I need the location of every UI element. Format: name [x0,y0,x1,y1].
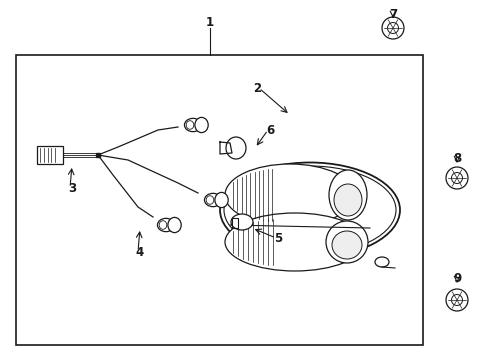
Ellipse shape [328,170,366,220]
Ellipse shape [224,213,364,271]
Bar [16,55,422,345]
Text: 6: 6 [265,123,274,136]
Text: 3: 3 [68,181,76,194]
Ellipse shape [159,221,166,229]
Text: 7: 7 [388,8,396,21]
Ellipse shape [374,257,388,267]
Ellipse shape [386,23,398,33]
Text: 8: 8 [452,152,460,165]
Text: 9: 9 [452,271,460,284]
Ellipse shape [230,214,252,230]
Ellipse shape [195,117,208,132]
Ellipse shape [445,167,467,189]
Ellipse shape [333,184,361,216]
Ellipse shape [225,137,245,159]
Ellipse shape [184,118,201,132]
Text: 5: 5 [273,231,282,244]
Text: 4: 4 [136,246,144,258]
Text: 1: 1 [205,15,214,28]
Ellipse shape [325,221,367,263]
Ellipse shape [224,164,354,226]
Ellipse shape [214,192,228,208]
Ellipse shape [157,219,174,231]
Ellipse shape [224,166,395,254]
Ellipse shape [186,121,193,129]
Text: 2: 2 [252,81,261,95]
Ellipse shape [204,193,221,207]
Ellipse shape [331,231,361,259]
Ellipse shape [167,217,181,233]
Ellipse shape [206,196,213,204]
Ellipse shape [445,289,467,311]
Ellipse shape [220,162,399,257]
Ellipse shape [450,172,462,184]
Ellipse shape [450,294,462,306]
Bar [37,146,63,164]
Ellipse shape [381,17,403,39]
